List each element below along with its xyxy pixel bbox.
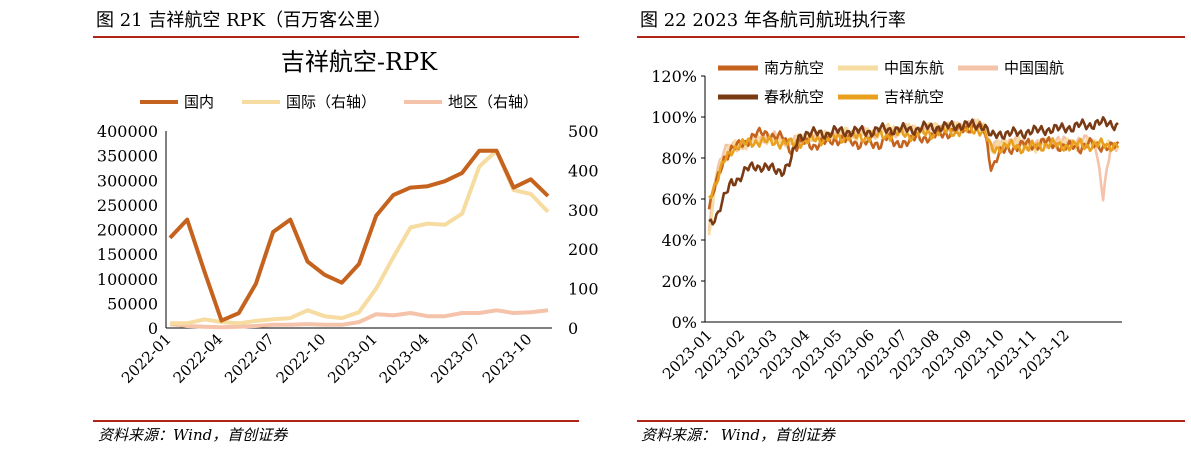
legend-label: 春秋航空 bbox=[764, 88, 824, 106]
y-tick-label: 20% bbox=[661, 272, 697, 291]
right-source-note: 资料来源： Wind，首创证券 bbox=[641, 426, 835, 444]
right-top-rule bbox=[637, 36, 1185, 38]
right-y-tick-label: 300 bbox=[568, 201, 599, 220]
series-line-1 bbox=[168, 148, 550, 323]
series-line-2 bbox=[170, 148, 550, 326]
left-figure-caption: 图 21 吉祥航空 RPK（百万客公里） bbox=[96, 10, 392, 31]
left-y-tick-label: 150000 bbox=[97, 245, 158, 264]
left-y-tick-label: 400000 bbox=[97, 122, 158, 141]
right-figure-caption: 图 22 2023 年各航司航班执行率 bbox=[640, 10, 906, 31]
legend-label: 国内 bbox=[184, 93, 214, 111]
y-tick-label: 100% bbox=[651, 108, 697, 127]
left-y-tick-label: 300000 bbox=[97, 171, 158, 190]
right-y-tick-label: 500 bbox=[568, 122, 599, 141]
left-y-tick-label: 200000 bbox=[97, 221, 158, 240]
legend-label: 南方航空 bbox=[764, 59, 824, 77]
y-tick-label: 80% bbox=[661, 149, 697, 168]
left-y-tick-label: 350000 bbox=[97, 147, 158, 166]
left-top-rule bbox=[93, 36, 579, 38]
left-y-tick-label: 0 bbox=[148, 319, 158, 338]
legend-label: 吉祥航空 bbox=[884, 88, 944, 106]
right-y-tick-label: 0 bbox=[568, 319, 578, 338]
y-tick-label: 40% bbox=[661, 231, 697, 250]
legend-label: 中国东航 bbox=[884, 59, 944, 77]
right-bottom-rule bbox=[637, 420, 1185, 422]
right-y-tick-label: 100 bbox=[568, 280, 599, 299]
series-line-4 bbox=[708, 116, 1119, 226]
series-line-3 bbox=[169, 308, 549, 330]
chart-title: 吉祥航空-RPK bbox=[281, 48, 438, 76]
y-tick-label: 60% bbox=[661, 190, 697, 209]
y-tick-label: 120% bbox=[651, 67, 697, 86]
legend-label: 国际（右轴） bbox=[286, 93, 376, 111]
left-bottom-rule bbox=[93, 420, 579, 422]
right-y-tick-label: 200 bbox=[568, 240, 599, 259]
left-y-tick-label: 50000 bbox=[107, 294, 158, 313]
series-line-1 bbox=[707, 120, 1120, 210]
y-tick-label: 0% bbox=[672, 313, 697, 332]
legend-label: 中国国航 bbox=[1004, 59, 1064, 77]
left-y-tick-label: 100000 bbox=[97, 270, 158, 289]
right-y-tick-label: 400 bbox=[568, 161, 599, 180]
left-source-note: 资料来源：Wind，首创证券 bbox=[98, 426, 288, 444]
legend-label: 地区（右轴） bbox=[448, 93, 538, 111]
left-y-tick-label: 250000 bbox=[97, 196, 158, 215]
